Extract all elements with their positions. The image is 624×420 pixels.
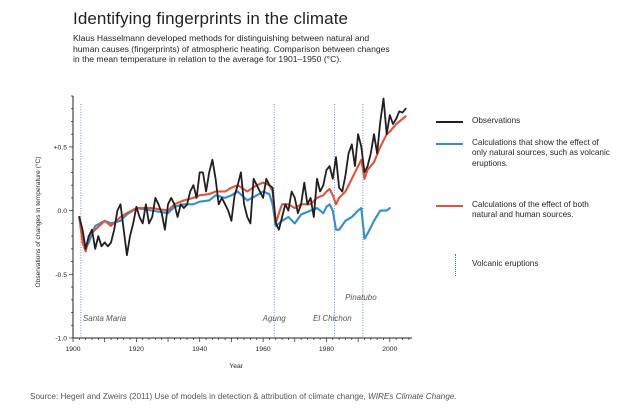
x-tick-label: 1900 [65,346,80,353]
source-journal: WIREs Climate Change. [367,392,457,401]
observations-line [78,97,407,257]
y-axis-title: Observations of changes in temperature (… [34,157,42,288]
x-tick-label: 1920 [129,346,144,353]
legend-label-volcanic: Volcanic eruptions [472,259,539,268]
chart-subtitle: Klaus Hasselmann developed methods for d… [73,33,390,65]
legend-label-combined: Calculations of the effect of both natur… [472,200,589,220]
legend-swatch-natural [436,143,463,145]
x-tick-label: 1980 [319,346,334,353]
volcanic-label: Santa Maria [83,314,127,323]
legend-label-natural: Calculations that show the effect of onl… [472,138,610,168]
source-note: Source: Hegerl and Zweirs (2011) Use of … [30,392,457,401]
x-axis-title: Year [229,363,243,370]
axis-labels: -1.0 -0.5 0.0 +0.5 1900 1920 1940 1960 1980 2000 Y… [34,144,398,370]
y-tick-label: +0.5 [54,144,68,151]
chart-title: Identifying fingerprints in the climate [73,9,349,28]
source-text: Source: Hegerl and Zweirs (2011) Use of … [30,392,368,401]
volcanic-label: Agung [262,314,287,323]
legend-swatch-combined [436,205,463,207]
legend-swatch-volcanic [455,254,456,276]
x-tick-label: 1940 [192,346,207,353]
legend-swatch-observations [436,121,463,123]
volcanic-label: Pinatubo [345,293,377,302]
y-tick-label: 0.0 [58,208,68,215]
legend-label-observations: Observations [472,116,521,125]
x-tick-label: 2000 [382,346,397,353]
y-tick-label: -1.0 [55,336,67,343]
volcanic-label: El Chichon [313,314,352,323]
x-tick-label: 1960 [256,346,271,353]
axes [69,95,412,342]
y-tick-label: -0.5 [55,272,67,279]
series-lines [78,97,407,257]
